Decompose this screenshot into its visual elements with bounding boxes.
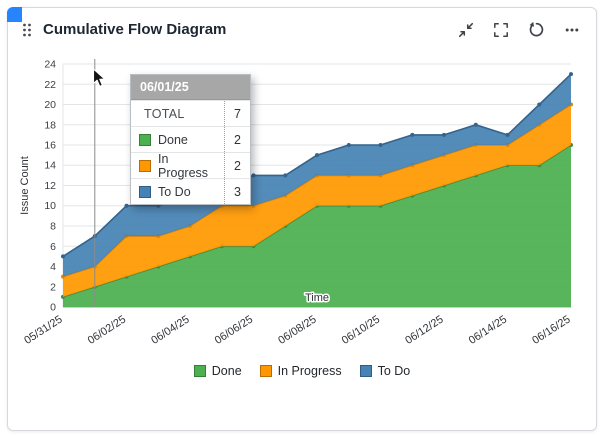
tooltip-todo-value: 3 xyxy=(224,179,250,204)
svg-text:18: 18 xyxy=(44,119,56,131)
tooltip-todo-label: To Do xyxy=(158,184,191,199)
inprogress-swatch xyxy=(139,159,151,172)
legend-item-todo[interactable]: To Do xyxy=(359,364,411,378)
svg-text:05/31/25: 05/31/25 xyxy=(22,313,64,346)
inprogress-legend-swatch xyxy=(259,365,272,377)
drag-handle-icon[interactable] xyxy=(20,21,34,39)
tooltip-total-label: TOTAL xyxy=(144,106,185,121)
svg-text:06/04/25: 06/04/25 xyxy=(149,313,191,346)
legend-todo-label: To Do xyxy=(377,364,411,378)
ellipsis-icon xyxy=(565,28,579,31)
todo-legend-swatch xyxy=(359,365,372,377)
done-legend-swatch xyxy=(193,365,206,377)
tooltip-done-label: Done xyxy=(158,132,188,147)
svg-text:06/02/25: 06/02/25 xyxy=(86,313,128,346)
tooltip-inprogress-label: In Progress xyxy=(158,151,209,180)
legend-inprogress-label: In Progress xyxy=(277,364,342,378)
svg-text:0: 0 xyxy=(50,302,56,314)
svg-text:2: 2 xyxy=(50,281,56,293)
tooltip-row-inprogress: In Progress 2 xyxy=(131,151,250,180)
svg-text:24: 24 xyxy=(44,59,56,71)
svg-text:06/12/25: 06/12/25 xyxy=(403,313,445,346)
legend-done-label: Done xyxy=(211,364,242,378)
tooltip-row-done: Done 2 xyxy=(131,126,250,152)
collapse-button[interactable] xyxy=(456,20,476,40)
svg-text:12: 12 xyxy=(44,180,56,192)
refresh-icon xyxy=(529,21,544,37)
collapse-icon xyxy=(458,22,474,37)
svg-text:Time: Time xyxy=(305,292,329,304)
chart-area: 0 2 4 6 8 10 12 14 16 18 20 22 24 05/31/25 06/02/25 06/… xyxy=(8,44,596,364)
svg-text:8: 8 xyxy=(50,221,56,233)
svg-text:22: 22 xyxy=(44,79,56,91)
tooltip-total-value: 7 xyxy=(224,101,250,126)
cfd-widget-card: Cumulative Flow Diagram xyxy=(7,7,597,431)
tooltip-date: 06/01/25 xyxy=(131,75,250,100)
svg-text:10: 10 xyxy=(44,200,56,212)
refresh-button[interactable] xyxy=(526,19,547,40)
done-swatch xyxy=(139,133,151,146)
tooltip-row-total: TOTAL 7 xyxy=(131,100,250,126)
svg-text:16: 16 xyxy=(44,140,56,152)
fullscreen-button[interactable] xyxy=(491,20,511,40)
svg-text:20: 20 xyxy=(44,99,56,111)
svg-text:06/14/25: 06/14/25 xyxy=(467,313,509,346)
more-options-button[interactable] xyxy=(562,20,582,40)
header-actions xyxy=(456,19,582,40)
legend-item-done[interactable]: Done xyxy=(193,364,242,378)
tooltip-row-todo: To Do 3 xyxy=(131,178,250,204)
svg-text:14: 14 xyxy=(44,160,56,172)
legend-item-inprogress[interactable]: In Progress xyxy=(259,364,342,378)
svg-text:4: 4 xyxy=(50,261,56,273)
chart-tooltip: 06/01/25 TOTAL 7 Done 2 In Progress 2 xyxy=(130,74,251,205)
widget-title: Cumulative Flow Diagram xyxy=(43,21,227,38)
svg-text:06/16/25: 06/16/25 xyxy=(530,313,572,346)
tooltip-done-value: 2 xyxy=(224,127,250,152)
widget-header: Cumulative Flow Diagram xyxy=(8,8,596,44)
fullscreen-icon xyxy=(494,22,508,37)
svg-text:06/06/25: 06/06/25 xyxy=(213,313,255,346)
drag-corner-accent xyxy=(7,7,22,22)
todo-swatch xyxy=(139,185,151,198)
tooltip-inprogress-value: 2 xyxy=(224,153,250,178)
svg-text:Issue Count: Issue Count xyxy=(19,156,31,215)
svg-text:6: 6 xyxy=(50,241,56,253)
chart-legend: Done In Progress To Do xyxy=(8,364,596,378)
svg-text:06/08/25: 06/08/25 xyxy=(276,313,318,346)
svg-text:06/10/25: 06/10/25 xyxy=(340,313,382,346)
